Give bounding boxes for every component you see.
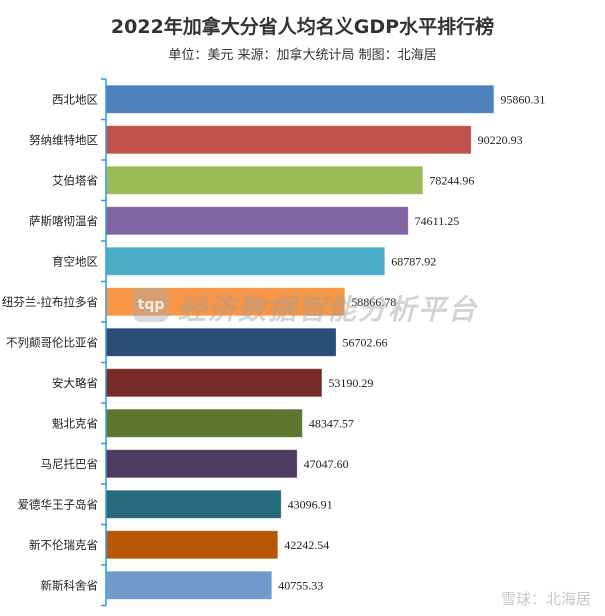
bar xyxy=(106,85,494,114)
bar xyxy=(106,247,385,276)
data-label: 58866.78 xyxy=(351,295,396,309)
data-label: 48347.57 xyxy=(309,416,354,430)
category-label: 艾伯塔省 xyxy=(52,173,98,187)
category-label: 新不伦瑞克省 xyxy=(29,538,98,552)
data-label: 68787.92 xyxy=(391,254,436,268)
data-label: 47047.60 xyxy=(304,457,349,471)
chart-title: 2022年加拿大分省人均名义GDP水平排行榜 xyxy=(110,16,495,38)
data-label: 74611.25 xyxy=(415,214,460,228)
footer-credit: 雪球：北海居 xyxy=(500,590,591,608)
category-label: 魁北克省 xyxy=(52,416,98,430)
category-label: 纽芬兰-拉布拉多省 xyxy=(2,295,98,309)
category-label: 育空地区 xyxy=(52,254,98,268)
bar xyxy=(106,409,303,438)
chart-subtitle: 单位：美元 来源：加拿大统计局 制图：北海居 xyxy=(168,48,437,63)
category-label: 努纳维特地区 xyxy=(29,133,98,147)
category-label: 不列颠哥伦比亚省 xyxy=(6,335,98,349)
data-label: 43096.91 xyxy=(288,497,333,511)
bar xyxy=(106,571,272,600)
bar xyxy=(106,206,409,235)
data-label: 78244.96 xyxy=(429,173,474,187)
bar xyxy=(106,449,298,478)
data-label: 40755.33 xyxy=(278,578,323,592)
category-label: 新斯科舍省 xyxy=(41,578,99,592)
bar xyxy=(106,530,278,559)
category-label: 萨斯喀彻温省 xyxy=(29,214,98,228)
bar xyxy=(106,287,345,316)
data-label: 95860.31 xyxy=(500,92,545,106)
category-label: 西北地区 xyxy=(52,92,98,106)
bar xyxy=(106,368,322,397)
data-label: 53190.29 xyxy=(328,376,373,390)
category-label: 马尼托巴省 xyxy=(41,457,99,471)
bar xyxy=(106,490,282,519)
category-label: 安大略省 xyxy=(52,376,98,390)
data-label: 90220.93 xyxy=(478,133,523,147)
bar xyxy=(106,125,472,154)
data-label: 56702.66 xyxy=(343,335,388,349)
watermark-text: 经济数据智能分析平台 xyxy=(178,293,479,326)
watermark-logo: tqp xyxy=(133,288,169,322)
data-label: 42242.54 xyxy=(284,538,329,552)
bar xyxy=(106,166,423,195)
category-label: 爱德华王子岛省 xyxy=(18,497,99,511)
bar xyxy=(106,328,337,357)
